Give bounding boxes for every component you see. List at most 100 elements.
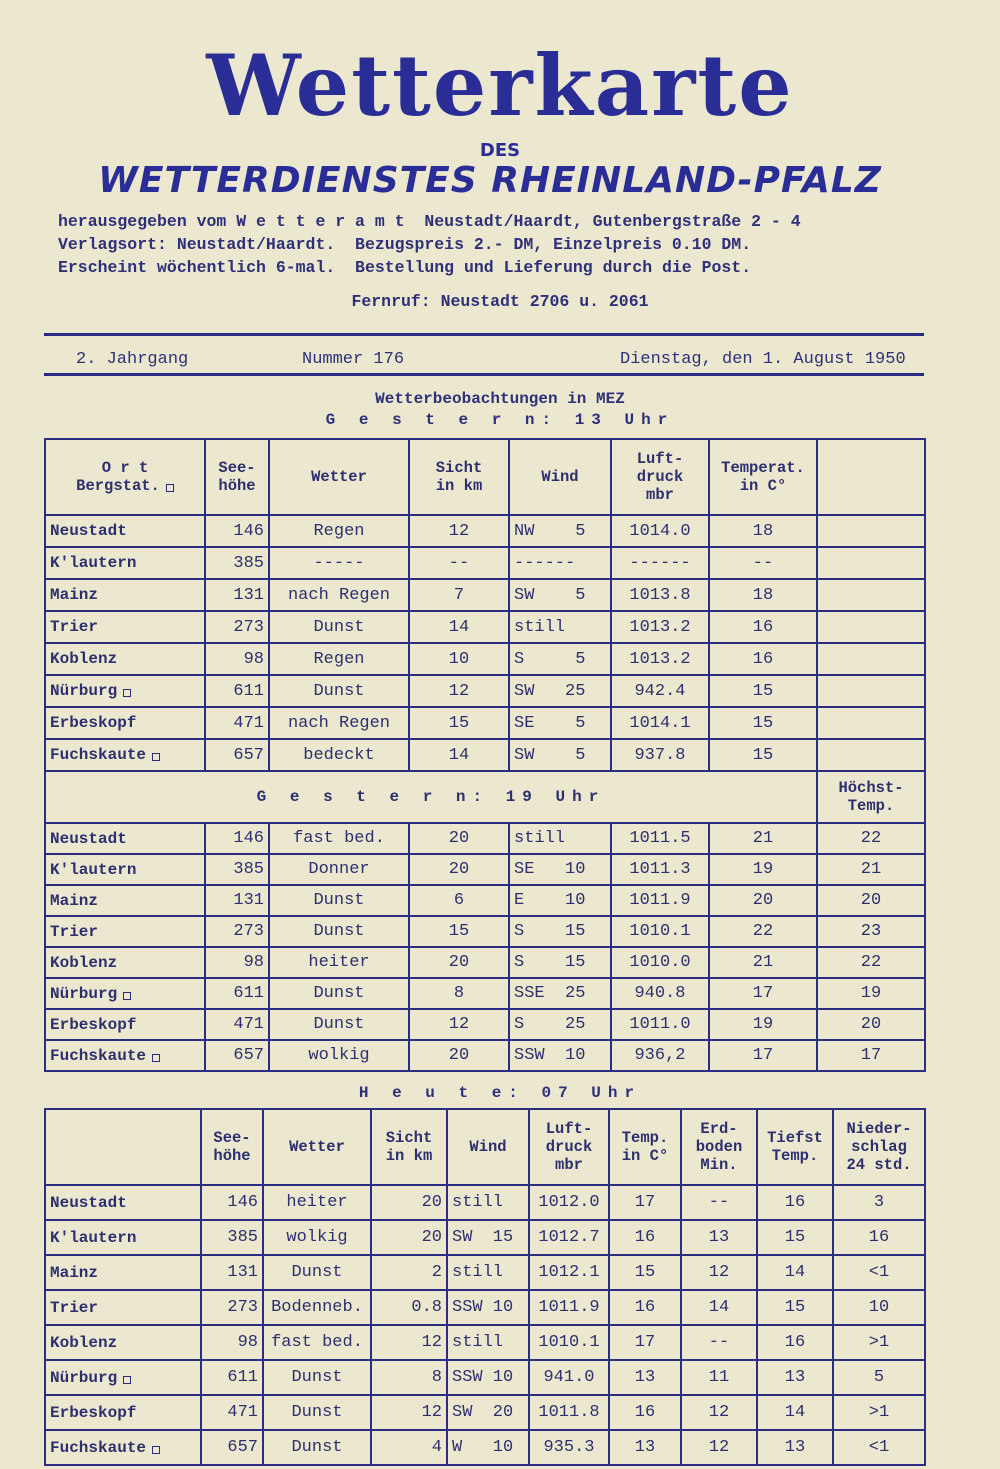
table-cell: 13 [608, 1359, 682, 1396]
table-cell: 1011.5 [610, 822, 710, 855]
table-cell: 21 [816, 853, 926, 886]
table-cell: 11 [680, 1359, 758, 1396]
table-row: Erbeskopf 471 Dunst 12 S 25 1011.0 19 20 [44, 1008, 926, 1041]
divider [44, 373, 924, 376]
table-row: K'lautern 385 Donner 20 SE 10 1011.3 19 21 [44, 853, 926, 886]
table-cell: ------ [610, 546, 710, 580]
table-cell: Dunst [262, 1254, 372, 1291]
table-cell: wolkig [268, 1039, 410, 1072]
header-row: See-höhe Wetter Sicht in km Wind Luft-druck mb… [44, 1108, 926, 1186]
table-row: Nürburg 611 Dunst 12 SW 25 942.4 15 [44, 674, 926, 708]
table-cell: Trier [44, 610, 206, 644]
mountain-station-icon [123, 1375, 132, 1384]
table-cell: Mainz [44, 1254, 202, 1291]
table-cell: 15 [408, 706, 510, 740]
table-cell: 1011.3 [610, 853, 710, 886]
table-cell: 13 [756, 1429, 834, 1466]
table-cell: S 15 [508, 915, 612, 948]
table-cell: Fuchskaute [44, 1039, 206, 1072]
table-cell: -- [408, 546, 510, 580]
table-cell: 16 [608, 1289, 682, 1326]
table-cell: 131 [204, 578, 270, 612]
table-cell: Trier [44, 915, 206, 948]
table-cell [816, 514, 926, 548]
section2-header-row: G e s t e r n: 19 Uhr Höchst- Temp. [44, 770, 926, 824]
table-cell: 15 [756, 1289, 834, 1326]
table-cell: Erbeskopf [44, 1008, 206, 1041]
table-cell: Koblenz [44, 642, 206, 676]
table-cell: 3 [832, 1184, 926, 1221]
table-cell: Koblenz [44, 946, 206, 979]
table-cell: 16 [756, 1324, 834, 1361]
divider [44, 333, 924, 336]
table-cell: 131 [200, 1254, 264, 1291]
table-cell: 16 [708, 610, 818, 644]
table-cell: 611 [200, 1359, 264, 1396]
table-row: Neustadt 146 heiter 20 still 1012.0 17 -- 16 3 [44, 1184, 926, 1221]
header-row: O r t Bergstat. See-höhe Wetter Sicht in km Wi… [44, 438, 926, 516]
info-line: Verlagsort: Neustadt/Haardt. Bezugspreis… [58, 235, 752, 254]
column-header: Luft-druck mbr [528, 1108, 610, 1186]
table-cell: 21 [708, 946, 818, 979]
table-cell: 6 [408, 884, 510, 917]
table-cell: 12 [680, 1394, 758, 1431]
table-cell: 5 [832, 1359, 926, 1396]
section2-title: G e s t e r n: 19 Uhr [256, 788, 606, 806]
table-cell: 1010.0 [610, 946, 710, 979]
table-cell: 4 [370, 1429, 448, 1466]
table-cell: 17 [608, 1324, 682, 1361]
mountain-station-icon [152, 1053, 161, 1062]
table-cell: 385 [204, 546, 270, 580]
section1-title: G e s t e r n: 13 Uhr [325, 411, 675, 429]
column-header: Temp. in C° [608, 1108, 682, 1186]
table-cell: 13 [680, 1219, 758, 1256]
table-cell: 273 [204, 915, 270, 948]
table-cell: W 10 [446, 1429, 530, 1466]
table-cell: SW 15 [446, 1219, 530, 1256]
issue-date: Dienstag, den 1. August 1950 [620, 350, 906, 369]
table-cell: Regen [268, 514, 410, 548]
column-header: Nieder-schlag 24 std. [832, 1108, 926, 1186]
table-cell: 657 [200, 1429, 264, 1466]
table-cell: 657 [204, 1039, 270, 1072]
table-cell [816, 642, 926, 676]
table-cell: 12 [408, 514, 510, 548]
table-row: K'lautern 385 wolkig 20 SW 15 1012.7 16 13 15 16 [44, 1219, 926, 1256]
section3-title: H e u t e: 07 Uhr [358, 1084, 642, 1102]
table-cell: S 25 [508, 1008, 612, 1041]
info-line: Erscheint wöchentlich 6-mal. Bestellung … [58, 258, 752, 277]
column-header-hoechst-temp: Höchst- Temp. [816, 770, 926, 824]
table-cell: 17 [708, 977, 818, 1010]
table-cell: 20 [708, 884, 818, 917]
table-cell: 12 [680, 1254, 758, 1291]
column-header [816, 438, 926, 516]
table-cell: Fuchskaute [44, 738, 206, 772]
table-cell: 1011.8 [528, 1394, 610, 1431]
table-cell: Dunst [268, 610, 410, 644]
table-cell: 657 [204, 738, 270, 772]
table-cell: 146 [204, 514, 270, 548]
table-cell: Erbeskopf [44, 706, 206, 740]
table-row: Nürburg 611 Dunst 8 SSE 25 940.8 17 19 [44, 977, 926, 1010]
table-cell: SW 25 [508, 674, 612, 708]
newspaper-title: Wetterkarte [206, 36, 794, 135]
table-cell: still [446, 1184, 530, 1221]
table-cell: still [446, 1324, 530, 1361]
table-cell: 1012.7 [528, 1219, 610, 1256]
table-row: Neustadt 146 fast bed. 20 still 1011.5 21 22 [44, 822, 926, 855]
table-cell: Neustadt [44, 1184, 202, 1221]
table-cell: 14 [680, 1289, 758, 1326]
table-cell: 15 [708, 738, 818, 772]
table-cell [816, 706, 926, 740]
table-cell: 611 [204, 977, 270, 1010]
table-cell: 15 [708, 674, 818, 708]
table-row: K'lautern 385 ----- -- ------ ------ -- [44, 546, 926, 580]
table-row: Koblenz 98 heiter 20 S 15 1010.0 21 22 [44, 946, 926, 979]
table-cell: 10 [408, 642, 510, 676]
table-cell: 273 [204, 610, 270, 644]
table-cell: 10 [832, 1289, 926, 1326]
table-cell: 13 [756, 1359, 834, 1396]
table-cell: Mainz [44, 884, 206, 917]
issue-number: Nummer 176 [302, 350, 405, 369]
table-cell: 12 [408, 674, 510, 708]
